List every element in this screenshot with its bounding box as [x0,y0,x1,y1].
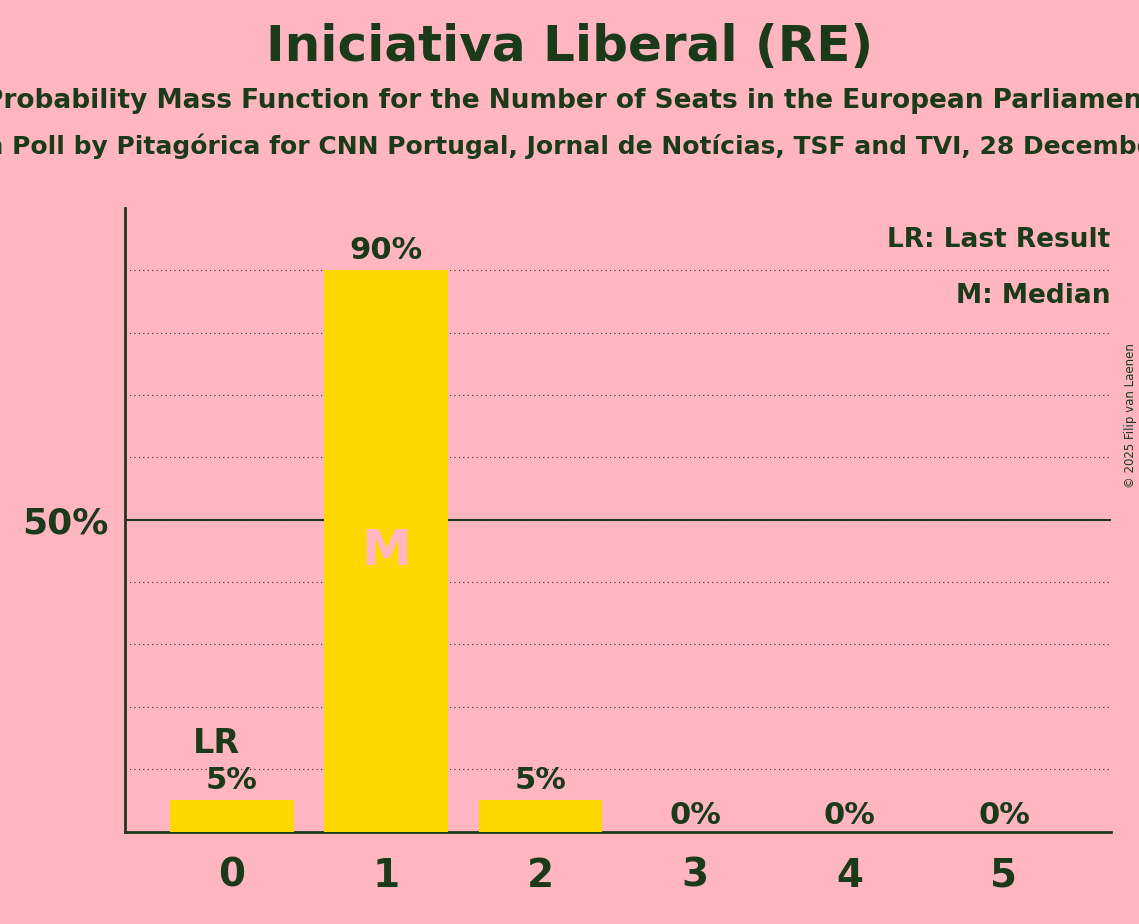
Bar [170,800,294,832]
Text: 0%: 0% [978,801,1030,830]
Text: Opinion Poll by Pitagórica for CNN Portugal, Jornal de Notícias, TSF and TVI, 28: Opinion Poll by Pitagórica for CNN Portu… [0,134,1139,160]
Text: 0%: 0% [823,801,876,830]
Bar [478,800,603,832]
Bar [325,270,448,832]
Text: 0%: 0% [670,801,721,830]
Text: Probability Mass Function for the Number of Seats in the European Parliament: Probability Mass Function for the Number… [0,88,1139,114]
Text: LR: Last Result: LR: Last Result [887,226,1111,252]
Text: 5%: 5% [515,766,566,796]
Text: M: M [361,527,411,575]
Text: 5%: 5% [206,766,257,796]
Text: LR: LR [192,727,240,760]
Text: © 2025 Filip van Laenen: © 2025 Filip van Laenen [1124,344,1137,488]
Text: Iniciativa Liberal (RE): Iniciativa Liberal (RE) [265,23,874,71]
Text: 90%: 90% [350,237,423,265]
Text: M: Median: M: Median [956,283,1111,309]
